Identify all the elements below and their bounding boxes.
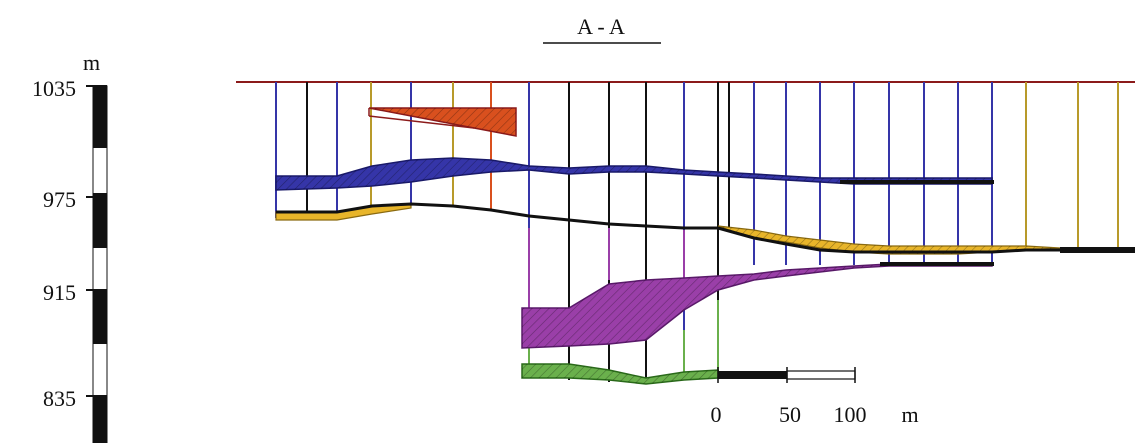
scale-label-975: 975	[43, 187, 76, 212]
contact-line	[276, 202, 1135, 254]
section-title: A - A	[577, 14, 625, 39]
scale-label-50: 50	[779, 402, 801, 427]
scale-segment-3	[93, 290, 107, 344]
scale-segment-2	[93, 193, 107, 248]
scale-label-1035: 1035	[32, 76, 76, 101]
scale-segment-1	[93, 86, 107, 148]
scale-label-915: 915	[43, 280, 76, 305]
scale-label-835: 835	[43, 386, 76, 411]
purple-hole-segments	[528, 228, 685, 308]
scale-segment-4	[93, 395, 107, 443]
scale-label-0: 0	[711, 402, 722, 427]
scale-bar-black	[718, 371, 787, 379]
green-hole-segments	[528, 300, 719, 378]
drill-holes	[275, 82, 1119, 384]
scale-bar-white	[786, 370, 856, 380]
horizontal-scale-bar: 0 50 100 m	[711, 367, 919, 427]
scale-label-100: 100	[834, 402, 867, 427]
horizontal-scale-unit: m	[901, 402, 918, 427]
elevation-scale: m 1035 975 915 835	[32, 50, 108, 443]
scale-unit-label: m	[83, 50, 100, 75]
